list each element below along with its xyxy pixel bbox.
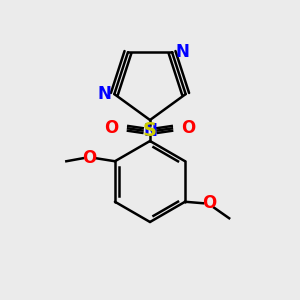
Text: S: S xyxy=(143,121,157,140)
Text: O: O xyxy=(82,149,97,167)
Text: O: O xyxy=(202,194,217,212)
Text: N: N xyxy=(175,43,189,61)
Text: O: O xyxy=(104,119,118,137)
Text: O: O xyxy=(182,119,196,137)
Text: N: N xyxy=(98,85,111,103)
Text: N: N xyxy=(143,122,157,140)
